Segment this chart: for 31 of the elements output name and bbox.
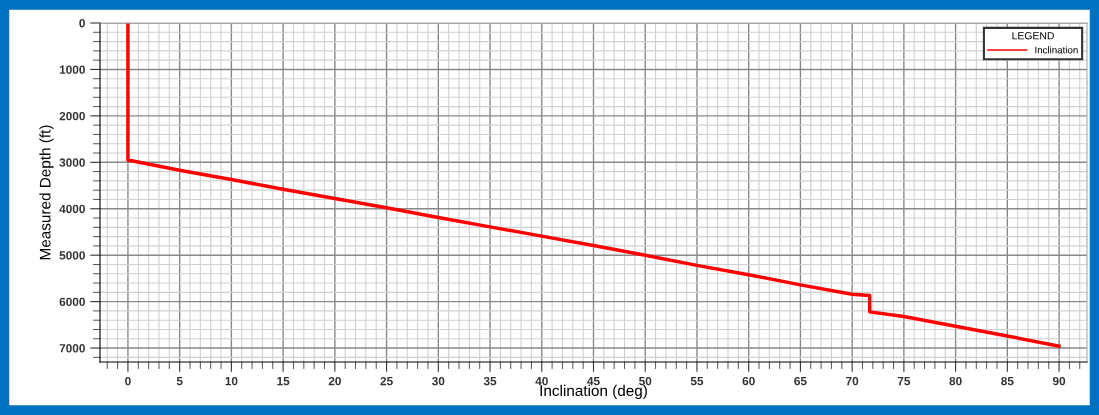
x-tick-label: 15	[277, 377, 290, 386]
x-tick-label: 25	[380, 376, 393, 386]
y-tick-label: 2000	[59, 111, 85, 121]
x-tick-label: 65	[794, 376, 807, 386]
x-tick-label: 70	[846, 376, 859, 386]
x-axis-title: Inclination (deg)	[540, 384, 647, 400]
x-tick-label: 90	[1052, 376, 1066, 386]
x-tick-label: 20	[328, 376, 341, 386]
x-tick-label: 55	[690, 377, 704, 386]
y-tick-label: 6000	[59, 297, 85, 307]
x-tick-label: 35	[483, 376, 497, 386]
x-tick-label: 60	[742, 376, 755, 386]
y-tick-label: 3000	[59, 158, 85, 167]
x-tick-label: 45	[587, 377, 600, 386]
y-tick-label: 7000	[59, 344, 85, 353]
y-tick-label: 5000	[59, 251, 85, 260]
x-tick-label: 30	[432, 376, 445, 386]
legend-title: LEGEND	[1012, 32, 1054, 40]
y-tick-label: 1000	[59, 65, 85, 74]
x-tick-label: 75	[897, 377, 911, 386]
x-tick-label: 5	[176, 377, 183, 386]
y-tick-label: 0	[79, 19, 85, 28]
y-axis-title: Measured Depth (ft)	[39, 125, 54, 260]
x-tick-label: 80	[949, 376, 962, 386]
x-tick-label: 85	[1001, 376, 1014, 386]
x-tick-label: 0	[125, 376, 131, 386]
x-tick-label: 10	[225, 376, 238, 386]
x-tick-label: 40	[535, 376, 548, 386]
y-tick-label: 4000	[59, 204, 85, 214]
legend-label: Inclination	[1035, 46, 1078, 54]
x-tick-label: 50	[639, 376, 652, 386]
